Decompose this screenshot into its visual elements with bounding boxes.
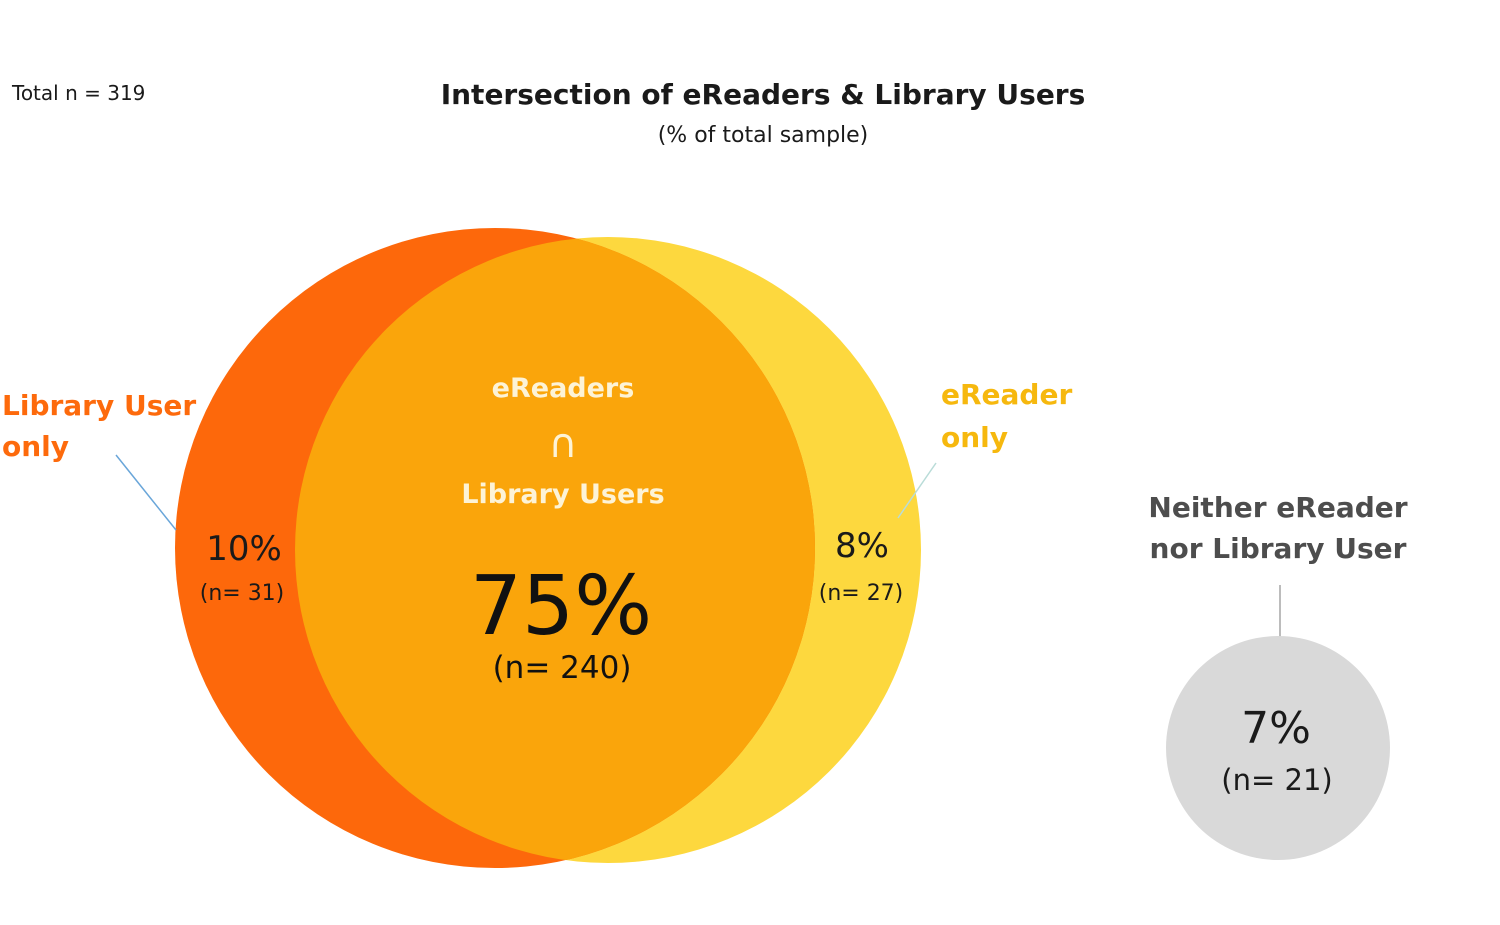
library-only-count: (n= 31)	[200, 581, 285, 606]
library-only-label-line1: Library User	[2, 389, 196, 422]
intersection-symbol: ∩	[548, 421, 577, 467]
neither-circle	[1166, 636, 1390, 860]
ereader-only-label-line2: only	[941, 421, 1008, 454]
neither-label-line1: Neither eReader	[1148, 491, 1407, 524]
ereader-only-count: (n= 27)	[819, 581, 904, 606]
intersection-region	[295, 237, 815, 863]
chart-title: Intersection of eReaders & Library Users	[441, 78, 1086, 111]
intersection-count: (n= 240)	[493, 650, 632, 686]
neither-percent: 7%	[1241, 703, 1311, 754]
library-only-leader-line	[115, 454, 177, 531]
ereader-only-label-line1: eReader	[941, 378, 1072, 411]
neither-count: (n= 21)	[1221, 763, 1332, 797]
library-only-label-line2: only	[2, 430, 69, 463]
ereader-only-leader-line	[897, 462, 937, 519]
library-only-percent: 10%	[206, 529, 282, 569]
intersection-percent: 75%	[470, 559, 652, 654]
intersection-label-line1: eReaders	[492, 373, 635, 404]
ereader-only-percent: 8%	[835, 526, 889, 566]
neither-label-line2: nor Library User	[1150, 532, 1407, 565]
chart-subtitle: (% of total sample)	[658, 123, 869, 148]
total-sample-label: Total n = 319	[11, 81, 145, 105]
intersection-label-line2: Library Users	[461, 479, 664, 510]
